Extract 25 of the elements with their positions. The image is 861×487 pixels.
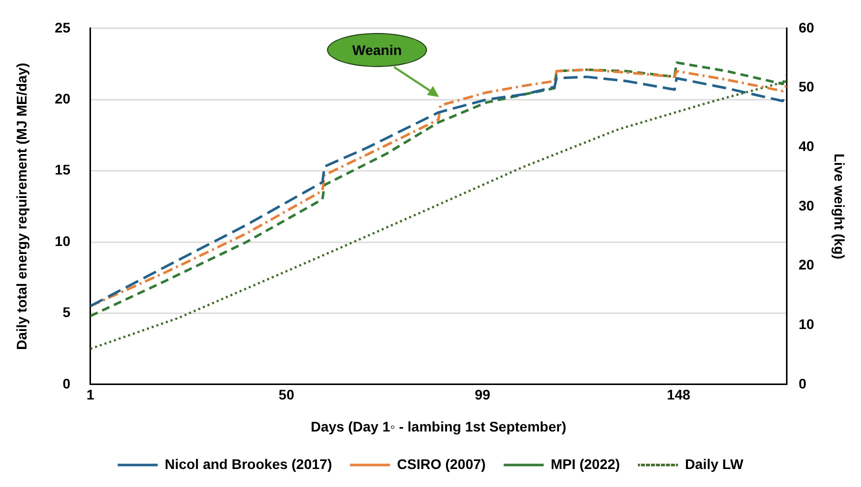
x-axis-title: Days (Day 1◦ - lambing 1st September) <box>310 418 566 434</box>
y2-tick-label: 0 <box>798 375 807 392</box>
y-tick-label: 25 <box>54 19 71 36</box>
y2-tick-label: 20 <box>798 256 814 273</box>
legend-label: CSIRO (2007) <box>396 456 486 472</box>
x-tick-label: 99 <box>474 386 491 403</box>
y2-tick-label: 50 <box>798 78 814 95</box>
y2-tick-label: 40 <box>798 138 814 154</box>
y2-tick-label: 10 <box>798 316 814 332</box>
x-tick-label: 50 <box>278 386 294 403</box>
x-tick-label: 1 <box>86 386 94 403</box>
x-tick-label: 148 <box>666 386 690 403</box>
y-tick-label: 20 <box>54 90 71 106</box>
y-tick-label: 15 <box>54 162 71 178</box>
y-tick-label: 10 <box>54 232 71 249</box>
y2-axis-title: Live weight (kg) <box>832 154 848 260</box>
y2-tick-label: 30 <box>798 197 814 214</box>
y-tick-label: 5 <box>62 304 71 320</box>
line-series <box>90 80 787 350</box>
legend-label: Nicol and Brookes (2017) <box>164 456 332 472</box>
y-axis-title: Daily total energy requirement (MJ ME/day) <box>13 62 30 350</box>
y-tick-label: 0 <box>62 375 71 392</box>
y2-tick-label: 60 <box>798 19 814 36</box>
legend-label: MPI (2022) <box>550 456 620 472</box>
legend-label: Daily LW <box>684 456 744 472</box>
